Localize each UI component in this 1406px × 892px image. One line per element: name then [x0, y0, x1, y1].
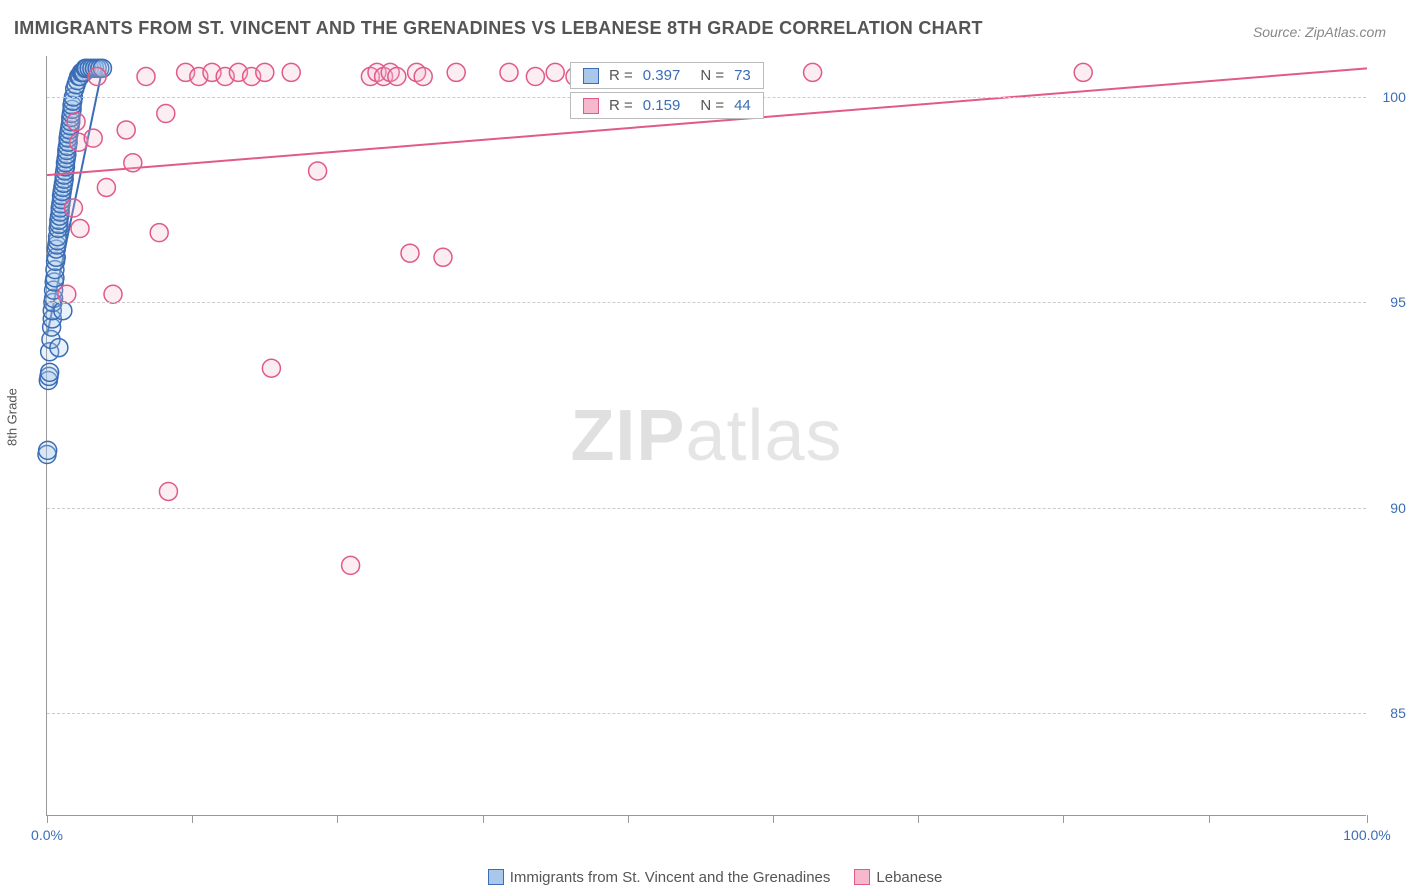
x-tick — [1063, 815, 1064, 823]
data-point — [150, 224, 168, 242]
gridline — [47, 713, 1366, 714]
data-point — [84, 129, 102, 147]
bottom-legend: Immigrants from St. Vincent and the Gren… — [0, 869, 1406, 886]
stat-r-value: 0.159 — [643, 97, 681, 114]
gridline — [47, 508, 1366, 509]
x-tick — [918, 815, 919, 823]
data-point — [54, 302, 72, 320]
gridline — [47, 302, 1366, 303]
data-point — [309, 162, 327, 180]
source-label: Source: ZipAtlas.com — [1253, 24, 1386, 40]
stat-n-label: N = — [700, 67, 724, 84]
data-point — [1074, 63, 1092, 81]
stat-n-value: 73 — [734, 67, 751, 84]
stat-r-label: R = — [609, 67, 633, 84]
x-tick — [337, 815, 338, 823]
plot-svg — [47, 56, 1366, 815]
x-tick — [483, 815, 484, 823]
swatch-icon — [583, 68, 599, 84]
swatch-icon — [583, 98, 599, 114]
data-point — [67, 113, 85, 131]
stat-r-value: 0.397 — [643, 67, 681, 84]
legend-label: Immigrants from St. Vincent and the Gren… — [510, 869, 831, 886]
data-point — [117, 121, 135, 139]
x-tick-label: 100.0% — [1343, 827, 1390, 843]
data-point — [546, 63, 564, 81]
x-tick — [773, 815, 774, 823]
data-point — [137, 68, 155, 86]
data-point — [58, 285, 76, 303]
data-point — [401, 244, 419, 262]
data-point — [342, 556, 360, 574]
data-point — [41, 363, 59, 381]
stat-n-label: N = — [700, 97, 724, 114]
chart-title: IMMIGRANTS FROM ST. VINCENT AND THE GREN… — [14, 18, 983, 39]
data-point — [262, 359, 280, 377]
stat-box: R = 0.159 N = 44 — [570, 92, 764, 119]
x-tick — [628, 815, 629, 823]
data-point — [124, 154, 142, 172]
data-point — [50, 339, 68, 357]
data-point — [434, 248, 452, 266]
data-point — [157, 105, 175, 123]
data-point — [104, 285, 122, 303]
y-axis-label: 8th Grade — [5, 388, 20, 446]
data-point — [64, 199, 82, 217]
chart-root: IMMIGRANTS FROM ST. VINCENT AND THE GREN… — [0, 0, 1406, 892]
data-point — [39, 441, 57, 459]
data-point — [388, 68, 406, 86]
data-point — [159, 482, 177, 500]
y-tick-label: 95.0% — [1390, 294, 1406, 310]
data-point — [500, 63, 518, 81]
data-point — [88, 68, 106, 86]
legend-swatch-icon — [488, 869, 504, 885]
stat-r-label: R = — [609, 97, 633, 114]
x-tick — [47, 815, 48, 823]
x-tick-label: 0.0% — [31, 827, 63, 843]
y-tick-label: 100.0% — [1383, 89, 1406, 105]
legend-swatch-icon — [854, 869, 870, 885]
data-point — [282, 63, 300, 81]
x-tick — [1209, 815, 1210, 823]
stat-n-value: 44 — [734, 97, 751, 114]
plot-area: ZIPatlas 85.0%90.0%95.0%100.0%0.0%100.0% — [46, 56, 1366, 816]
legend-label: Lebanese — [876, 869, 942, 886]
data-point — [256, 63, 274, 81]
data-point — [97, 178, 115, 196]
data-point — [414, 68, 432, 86]
data-point — [804, 63, 822, 81]
y-tick-label: 90.0% — [1390, 500, 1406, 516]
stat-box: R = 0.397 N = 73 — [570, 62, 764, 89]
x-tick — [192, 815, 193, 823]
x-tick — [1367, 815, 1368, 823]
data-point — [447, 63, 465, 81]
y-tick-label: 85.0% — [1390, 705, 1406, 721]
data-point — [526, 68, 544, 86]
data-point — [71, 220, 89, 238]
